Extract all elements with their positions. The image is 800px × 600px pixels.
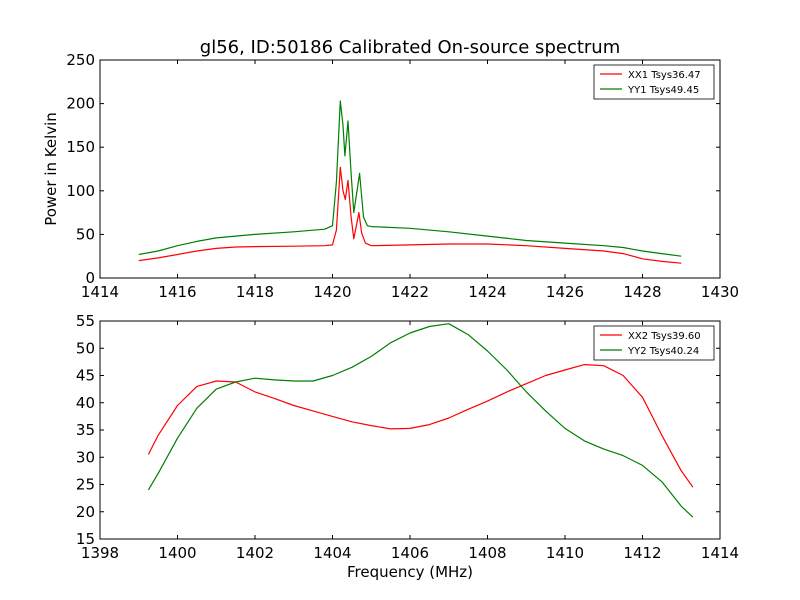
series-line-1-2 (138, 100, 682, 257)
x-tick-label: 1412 (623, 544, 661, 562)
x-tick-label: 1420 (313, 283, 351, 301)
y-tick-label: 15 (76, 530, 95, 548)
x-tick-label: 1426 (546, 283, 584, 301)
y-tick-label: 200 (66, 95, 95, 113)
x-tick-label: 1424 (468, 283, 506, 301)
x-tick-label: 1418 (236, 283, 274, 301)
legend-label: YY2 Tsys40.24 (627, 346, 699, 357)
series-line-1-1 (138, 166, 682, 264)
y-axis-label: Power in Kelvin (42, 112, 60, 226)
bottom-panel: 1398 1400 1402 1404 1406 1408 1410 1412 1414 15 20… (76, 312, 739, 562)
x-tick-label: 1406 (391, 544, 429, 562)
x-tick-label: 1398 (81, 544, 119, 562)
y-tick-label: 50 (76, 339, 95, 357)
x-tick-label: 1414 (701, 544, 739, 562)
y-tick-label: 30 (76, 448, 95, 466)
legend-label: XX2 Tsys39.60 (628, 331, 701, 342)
legend: XX2 Tsys39.60 YY2 Tsys40.24 (593, 325, 715, 361)
y-tick-label: 0 (85, 269, 95, 287)
x-tick-label: 1402 (236, 544, 274, 562)
x-tick-label: 1430 (701, 283, 739, 301)
x-axis-label: Frequency (MHz) (347, 563, 473, 581)
figure-title: gl56, ID:50186 Calibrated On-source spec… (200, 37, 620, 58)
y-tick-label: 40 (76, 394, 95, 412)
x-tick-label: 1422 (391, 283, 429, 301)
top-panel: 1414 1416 1418 1420 1422 1424 1426 1428 1430 0 50 1… (66, 51, 739, 301)
y-tick-label: 20 (76, 503, 95, 521)
series-line-2-2 (147, 323, 694, 518)
y-tick-label: 25 (76, 476, 95, 494)
y-tick-label: 250 (66, 51, 95, 69)
legend: XX1 Tsys36.47 YY1 Tsys49.45 (593, 64, 715, 100)
x-tick-label: 1400 (158, 544, 196, 562)
legend-box (593, 325, 715, 361)
y-tick-label: 55 (76, 312, 95, 330)
legend-label: XX1 Tsys36.47 (628, 70, 701, 81)
x-tick-label: 1410 (546, 544, 584, 562)
x-tick-label: 1428 (623, 283, 661, 301)
y-tick-label: 45 (76, 367, 95, 385)
y-tick-label: 150 (66, 138, 95, 156)
legend-box (593, 64, 715, 100)
x-tick-label: 1416 (158, 283, 196, 301)
series-line-2-1 (147, 364, 694, 488)
y-tick-label: 100 (66, 182, 95, 200)
x-tick-label: 1404 (313, 544, 351, 562)
x-tick-label: 1408 (468, 544, 506, 562)
y-tick-label: 35 (76, 421, 95, 439)
x-tick-label: 1414 (81, 283, 119, 301)
legend-label: YY1 Tsys49.45 (627, 85, 699, 96)
y-tick-label: 50 (76, 225, 95, 243)
